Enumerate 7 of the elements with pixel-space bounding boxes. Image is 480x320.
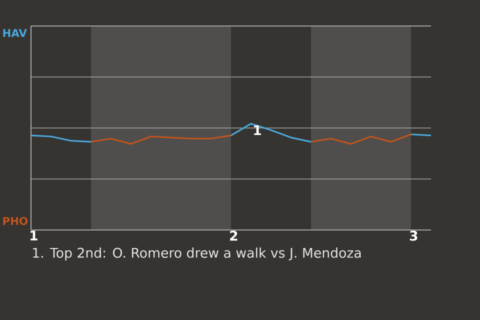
x-tick-label: 1 xyxy=(30,230,38,240)
text: HAV xyxy=(3,29,27,37)
text: PHO xyxy=(3,216,28,226)
x-tick-label: 2 xyxy=(230,230,238,241)
text: 1. Top 2nd: O. Romero drew a walk vs J. Mendoza xyxy=(33,248,361,260)
annotation: 1 xyxy=(254,125,261,136)
x-tick-label: 3 xyxy=(410,230,418,241)
